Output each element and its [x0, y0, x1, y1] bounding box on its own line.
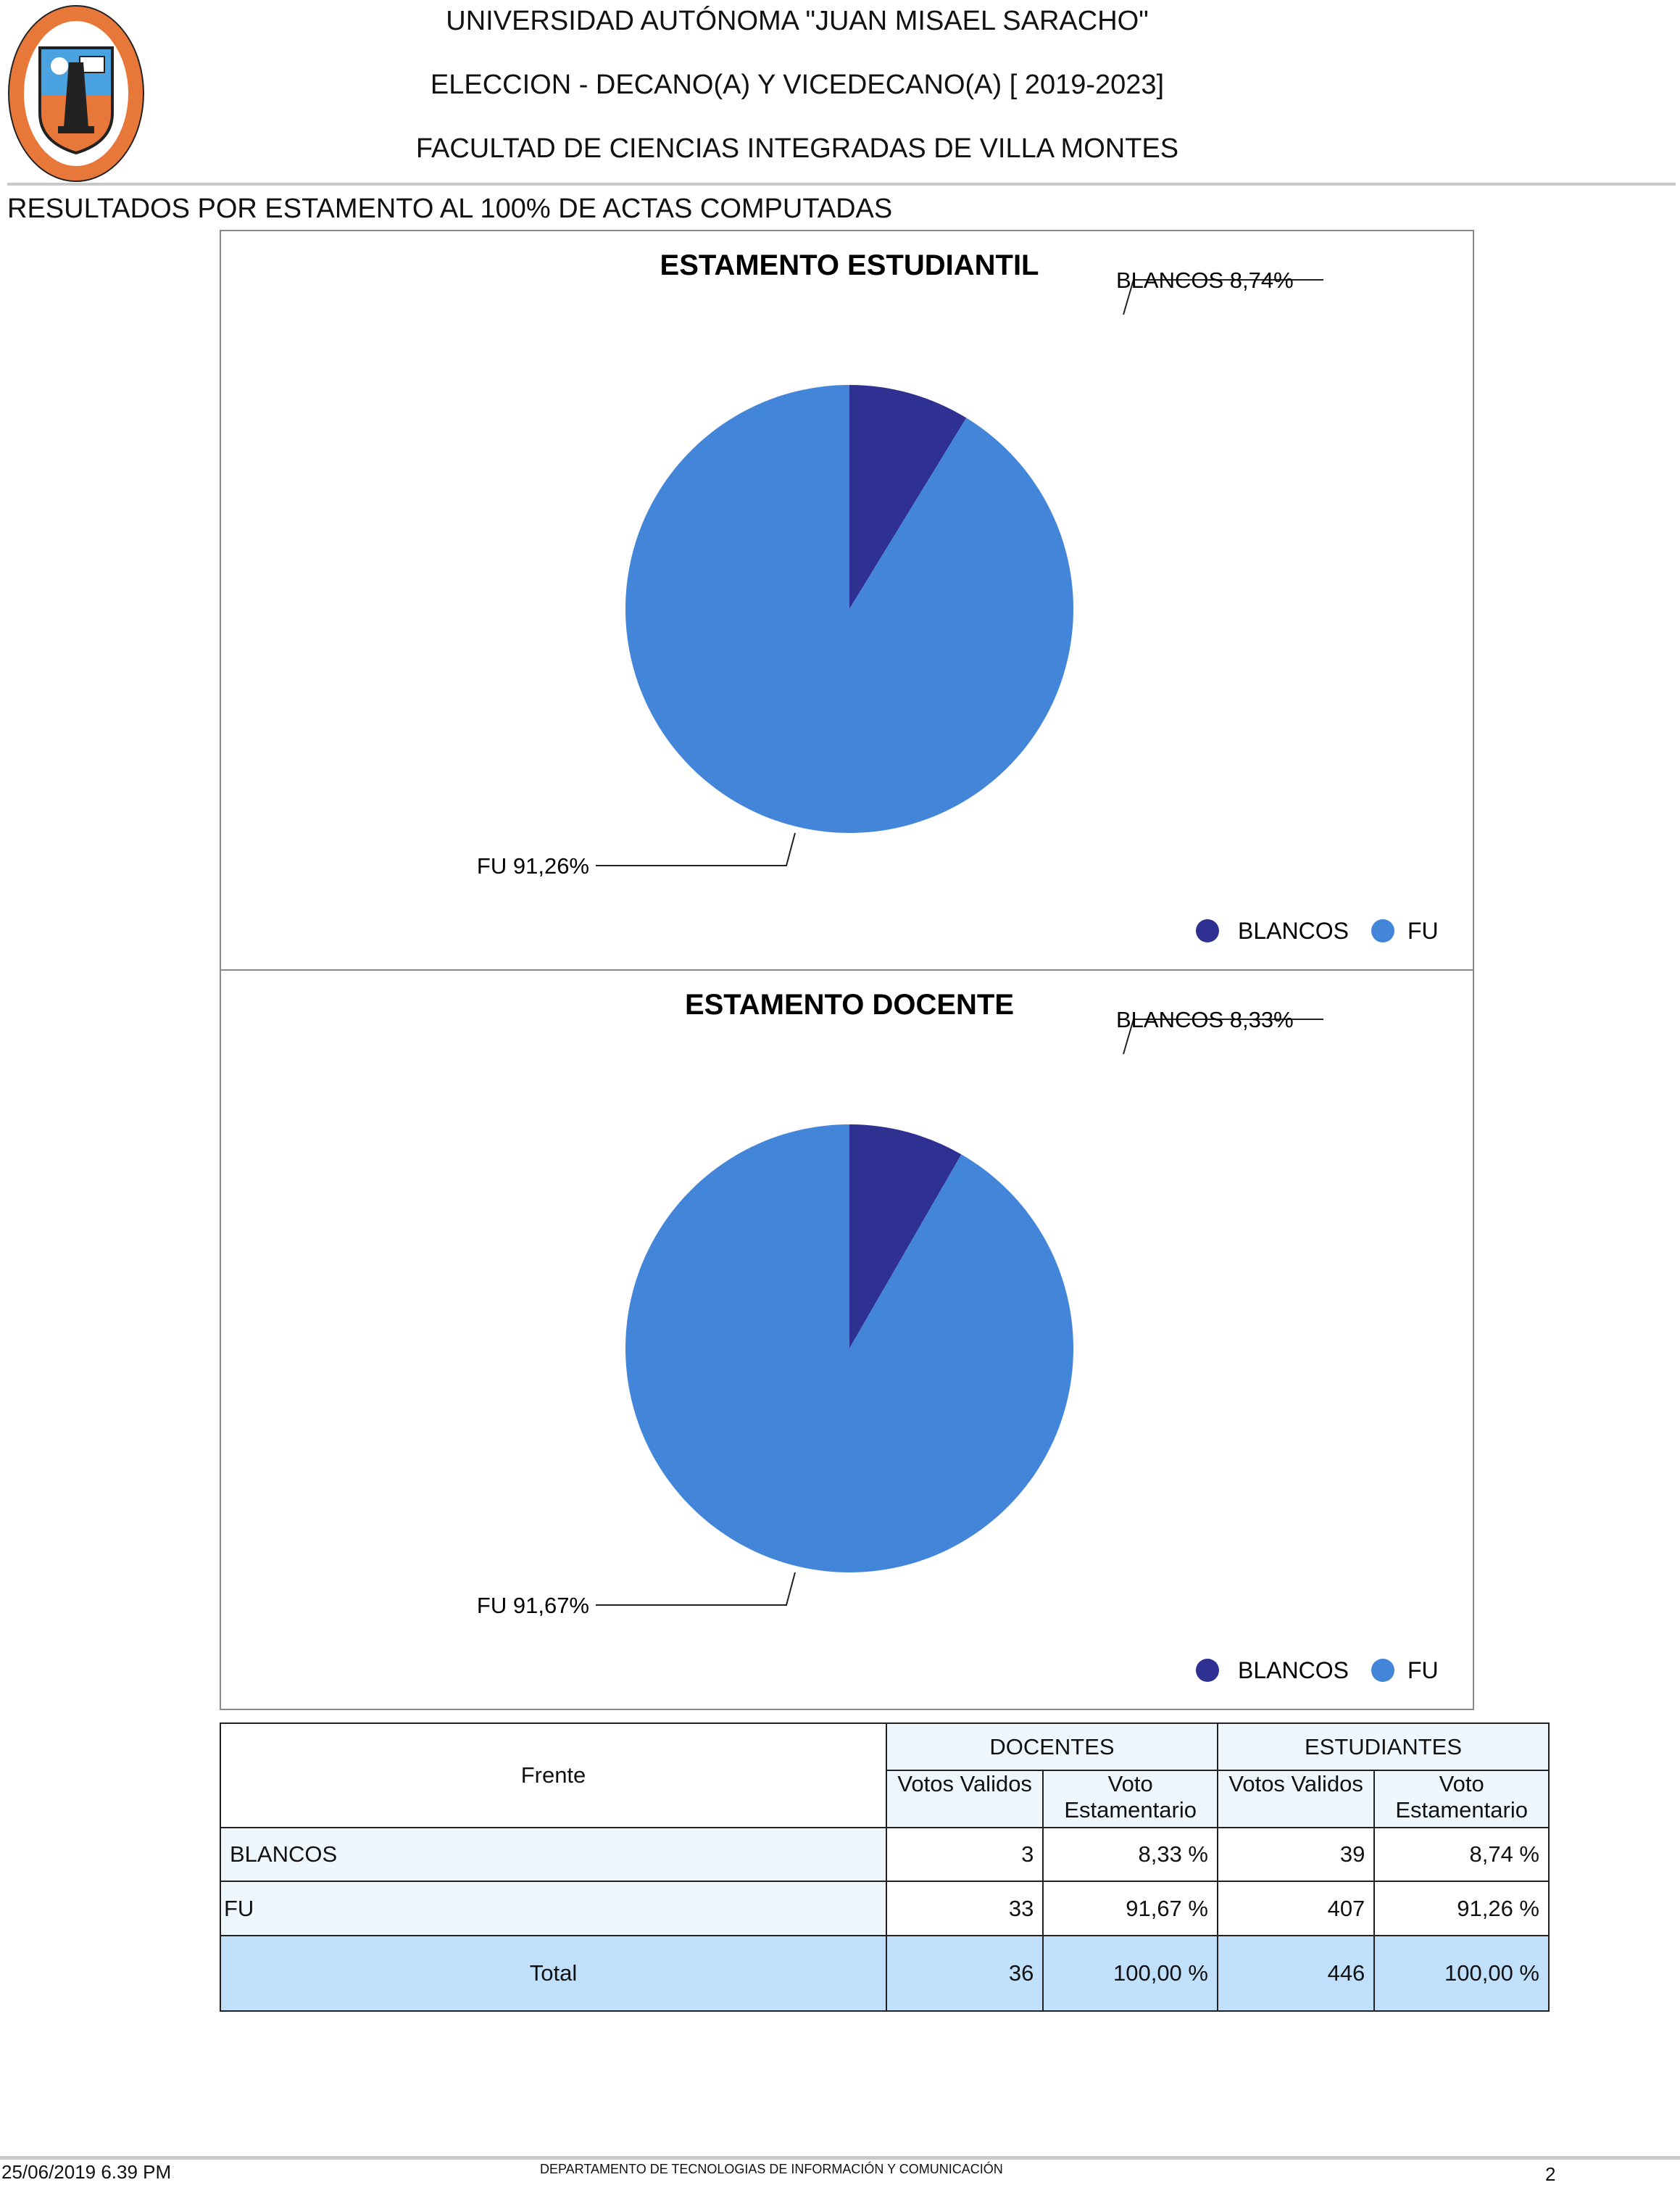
pie-slice-blancos — [849, 1124, 962, 1348]
footer-datetime: 25/06/2019 6.39 PM — [1, 2161, 172, 2183]
col-est-pct: Voto Estamentario — [1373, 1770, 1550, 1828]
pie-slice-fu — [625, 385, 1074, 833]
legend-label-fu: FU — [1407, 1657, 1439, 1683]
table-row: BLANCOS 3 8,33 % 39 8,74 % — [220, 1827, 1550, 1882]
legend-marker-fu — [1371, 1659, 1394, 1682]
leader-line-blancos — [1123, 279, 1323, 315]
results-subtitle: RESULTADOS POR ESTAMENTO AL 100% DE ACTA… — [7, 194, 893, 224]
col-est-votos: Votos Validos — [1216, 1770, 1376, 1828]
col-frente: Frente — [220, 1722, 887, 1828]
legend-label-blancos: BLANCOS — [1238, 1657, 1349, 1683]
footer-divider — [0, 2156, 1680, 2160]
col-estudiantes: ESTUDIANTES — [1216, 1722, 1550, 1771]
header-divider — [7, 183, 1676, 186]
legend-label-blancos: BLANCOS — [1238, 918, 1349, 944]
university-name: UNIVERSIDAD AUTÓNOMA "JUAN MISAEL SARACH… — [446, 6, 1149, 36]
leader-line-fu — [596, 832, 796, 866]
legend-marker-blancos — [1196, 1659, 1219, 1682]
legend-label-fu: FU — [1407, 918, 1439, 944]
table-row: FU 33 91,67 % 407 91,26 % — [220, 1881, 1550, 1936]
chart-title: ESTAMENTO ESTUDIANTIL — [660, 249, 1039, 281]
col-doc-pct: Voto Estamentario — [1042, 1770, 1218, 1828]
page-number: 2 — [1545, 2163, 1556, 2185]
legend-marker-blancos — [1196, 919, 1219, 942]
pie-slice-blancos — [849, 385, 967, 609]
chart-docente: ESTAMENTO DOCENTE BLANCOS 8,33% FU 91,67% B… — [220, 969, 1474, 1710]
leader-line-blancos — [1123, 1019, 1323, 1055]
col-doc-votos: Votos Validos — [885, 1770, 1044, 1828]
slice-label-blancos: BLANCOS 8,33% — [1116, 1007, 1294, 1032]
table-total-row: Total 36 100,00 % 446 100,00 % — [220, 1935, 1550, 2012]
chart-title: ESTAMENTO DOCENTE — [685, 989, 1014, 1021]
slice-label-fu: FU 91,26% — [477, 853, 589, 879]
slice-label-blancos: BLANCOS 8,74% — [1116, 268, 1294, 293]
university-logo — [8, 5, 144, 182]
footer-department: DEPARTAMENTO DE TECNOLOGIAS DE INFORMACI… — [540, 2162, 1003, 2176]
legend-marker-fu — [1371, 919, 1394, 942]
leader-line-fu — [596, 1572, 796, 1606]
col-docentes: DOCENTES — [886, 1722, 1218, 1771]
pie-slice-fu — [625, 1124, 1073, 1572]
results-table: Frente DOCENTES ESTUDIANTES Votos Valido… — [220, 1722, 1550, 2012]
chart-estudiantil: ESTAMENTO ESTUDIANTIL BLANCOS 8,74% FU 91,… — [220, 230, 1474, 971]
faculty-name: FACULTAD DE CIENCIAS INTEGRADAS DE VILLA… — [415, 133, 1179, 164]
slice-label-fu: FU 91,67% — [477, 1593, 589, 1618]
election-title: ELECCION - DECANO(A) Y VICEDECANO(A) [ 2… — [430, 70, 1165, 100]
